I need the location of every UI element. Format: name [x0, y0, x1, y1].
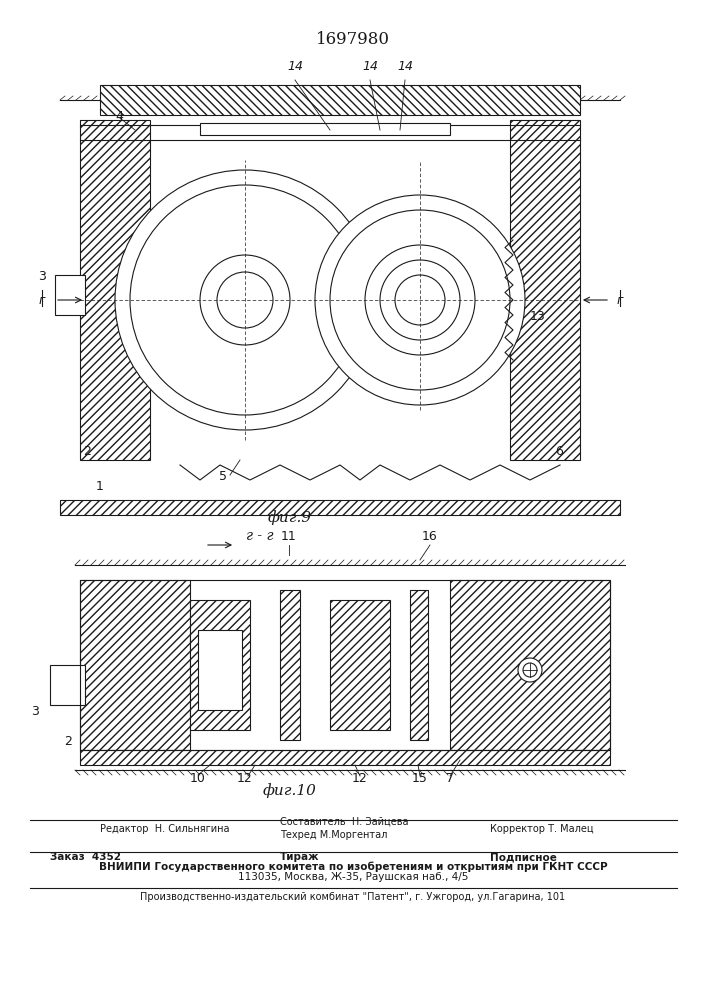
Text: 6: 6 — [555, 445, 563, 458]
Circle shape — [330, 210, 510, 390]
Bar — [410, 590, 428, 740]
Bar — [50, 665, 85, 705]
Text: 14: 14 — [362, 60, 378, 73]
Text: Производственно-издательский комбинат "Патент", г. Ужгород, ул.Гагарина, 101: Производственно-издательский комбинат "П… — [141, 892, 566, 902]
Text: Тираж: Тираж — [280, 852, 320, 862]
Text: 7: 7 — [446, 772, 454, 785]
Circle shape — [395, 275, 445, 325]
Bar — [510, 120, 580, 460]
Text: г: г — [39, 294, 45, 306]
Text: Корректор Т. Малец: Корректор Т. Малец — [490, 824, 594, 834]
Text: 3: 3 — [31, 705, 39, 718]
Text: 15: 15 — [412, 772, 428, 785]
Bar — [190, 600, 250, 730]
Text: ВНИИПИ Государственного комитета по изобретениям и открытиям при ГКНТ СССР: ВНИИПИ Государственного комитета по изоб… — [99, 861, 607, 872]
Bar — [80, 750, 610, 765]
Text: Заказ  4352: Заказ 4352 — [50, 852, 121, 862]
Bar — [80, 580, 190, 750]
Bar — [80, 120, 150, 460]
Bar — [190, 600, 250, 730]
Bar — [510, 120, 580, 460]
Text: 5: 5 — [219, 470, 227, 483]
Text: 1697980: 1697980 — [316, 31, 390, 48]
Text: фиг.9: фиг.9 — [268, 510, 312, 525]
Circle shape — [315, 195, 525, 405]
Circle shape — [365, 245, 475, 355]
Text: 14: 14 — [397, 60, 413, 73]
Bar — [60, 500, 620, 515]
Bar — [80, 580, 610, 750]
Bar — [198, 630, 242, 710]
Bar — [100, 85, 580, 115]
Circle shape — [200, 255, 290, 345]
Bar — [60, 500, 620, 515]
Bar — [80, 120, 150, 460]
Bar — [330, 600, 390, 730]
Text: фиг.10: фиг.10 — [263, 783, 317, 798]
Circle shape — [115, 170, 375, 430]
Text: 10: 10 — [190, 772, 206, 785]
Text: Редактор  Н. Сильнягина: Редактор Н. Сильнягина — [100, 824, 230, 834]
Bar — [55, 275, 85, 315]
Bar — [80, 580, 190, 750]
Circle shape — [130, 185, 360, 415]
Text: 1: 1 — [96, 480, 104, 493]
Bar — [80, 750, 610, 765]
Bar — [280, 590, 300, 740]
Text: 2: 2 — [83, 445, 91, 458]
Circle shape — [217, 272, 273, 328]
Text: 3: 3 — [38, 270, 46, 283]
Bar — [280, 590, 300, 740]
Text: г: г — [617, 294, 624, 306]
Text: 113035, Москва, Ж-35, Раушская наб., 4/5: 113035, Москва, Ж-35, Раушская наб., 4/5 — [238, 872, 468, 882]
Bar — [450, 580, 610, 750]
Text: 13: 13 — [530, 310, 546, 323]
Bar — [100, 85, 580, 115]
Circle shape — [523, 663, 537, 677]
Text: 12: 12 — [352, 772, 368, 785]
Text: 11: 11 — [281, 530, 297, 543]
Bar — [450, 580, 610, 750]
Bar — [410, 590, 428, 740]
Text: 16: 16 — [422, 530, 438, 543]
Text: Составитель  Н. Зайцева: Составитель Н. Зайцева — [280, 817, 409, 827]
Bar — [330, 600, 390, 730]
Text: Техред М.Моргентал: Техред М.Моргентал — [280, 830, 387, 840]
Circle shape — [518, 658, 542, 682]
Text: 2: 2 — [64, 735, 72, 748]
Text: 12: 12 — [237, 772, 253, 785]
Text: 4: 4 — [115, 110, 123, 123]
Text: г - г: г - г — [246, 529, 274, 543]
Bar — [200, 123, 450, 135]
Text: Подписное: Подписное — [490, 852, 557, 862]
Text: 14: 14 — [287, 60, 303, 73]
Circle shape — [380, 260, 460, 340]
